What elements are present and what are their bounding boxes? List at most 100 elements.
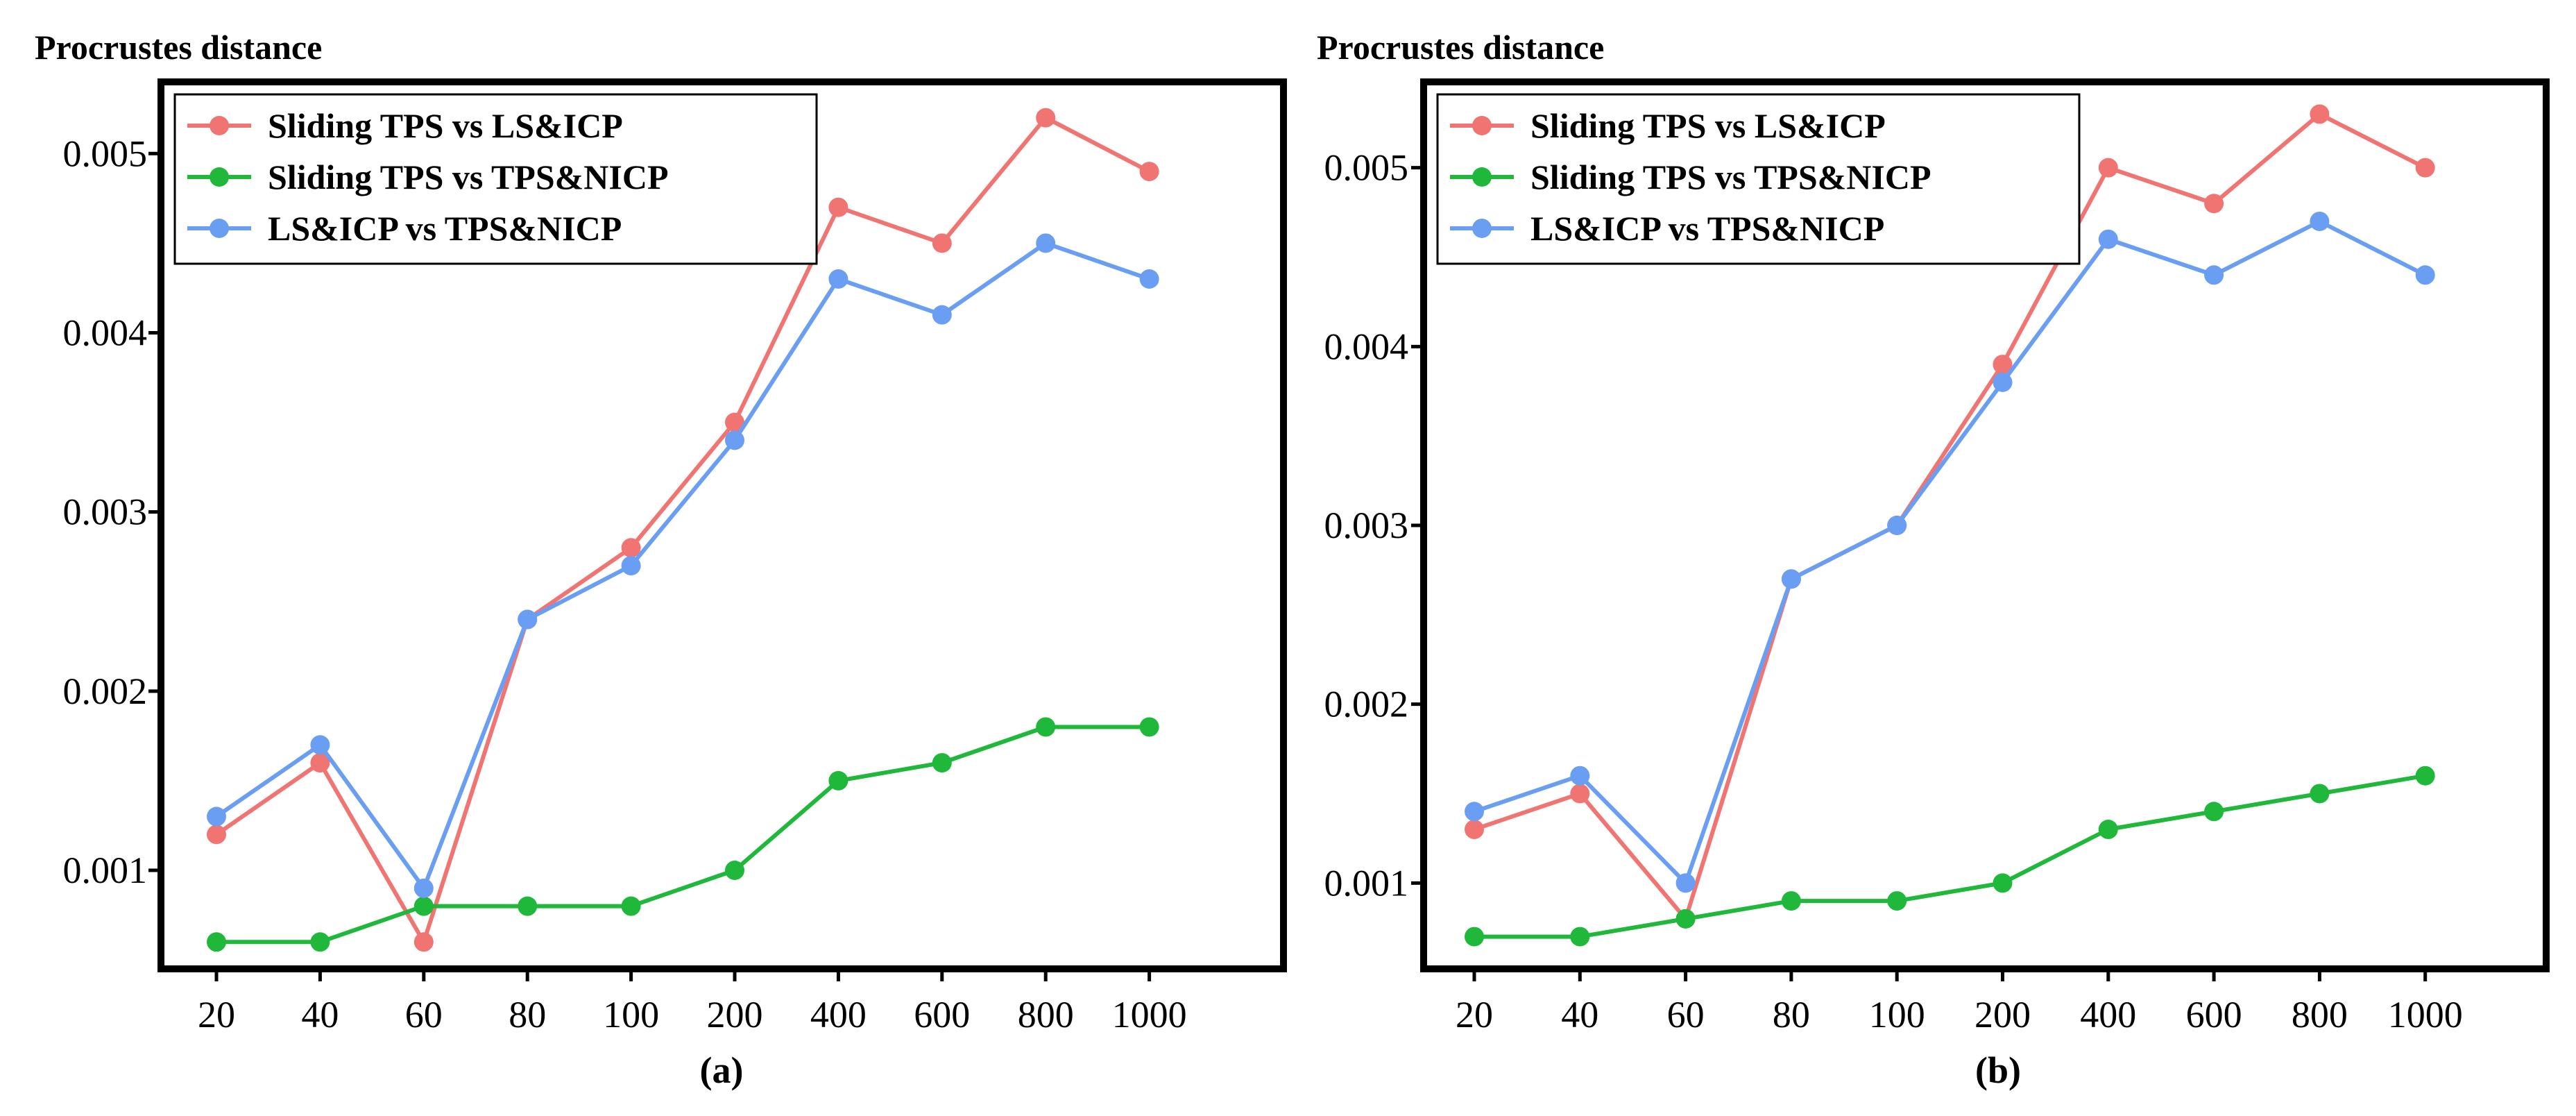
data-point-series-2: [1993, 873, 2013, 893]
legend-marker: [1472, 167, 1492, 187]
x-tick-label: 1000: [2388, 994, 2463, 1035]
data-point-series-1: [1570, 784, 1590, 804]
x-tick-label: 600: [2186, 994, 2242, 1035]
data-point-series-3: [2098, 229, 2118, 249]
legend-marker: [210, 167, 229, 187]
data-point-series-3: [2310, 211, 2330, 231]
data-point-series-1: [2310, 104, 2330, 124]
x-tick-label: 600: [914, 994, 970, 1035]
data-point-series-3: [413, 878, 434, 898]
series-line-1: [215, 115, 1150, 945]
y-axis: 0.001 0.002 0.003 0.004 0.005: [63, 133, 161, 891]
data-point-series-3: [1036, 233, 1056, 253]
data-point-series-1: [2204, 194, 2224, 214]
x-tick-label: 800: [1018, 994, 1074, 1035]
series-line-3: [215, 241, 1150, 890]
legend-label: Sliding TPS vs TPS&NICP: [268, 158, 669, 196]
data-point-series-1: [725, 412, 744, 432]
x-tick-label: 200: [1974, 994, 2031, 1035]
data-point-series-2: [2415, 766, 2435, 786]
x-tick-label: 40: [1561, 994, 1598, 1035]
data-point-series-1: [413, 932, 434, 952]
data-point-series-1: [621, 538, 641, 558]
legend-marker: [1472, 219, 1492, 238]
data-point-series-1: [1465, 820, 1484, 840]
x-tick-label: 60: [405, 994, 443, 1035]
legend-label: Sliding TPS vs LS&ICP: [268, 106, 623, 145]
y-tick-label: 0.003: [63, 491, 148, 533]
y-axis-title: Procrustes distance: [1317, 28, 1604, 67]
panel-caption: (a): [700, 1049, 744, 1091]
data-point-series-2: [932, 753, 952, 773]
legend-marker: [210, 219, 229, 238]
legend-label: LS&ICP vs TPS&NICP: [268, 209, 622, 248]
data-point-series-3: [1887, 516, 1907, 535]
data-point-series-3: [828, 269, 848, 289]
data-point-series-1: [310, 753, 330, 773]
x-tick-label: 60: [1667, 994, 1705, 1035]
data-point-series-2: [413, 896, 434, 916]
series-line-1: [1474, 112, 2427, 921]
data-point-series-2: [2310, 784, 2330, 804]
x-tick-label: 400: [2080, 994, 2136, 1035]
y-tick-label: 0.004: [1324, 326, 1409, 367]
data-point-series-2: [207, 932, 226, 952]
plot-frame: [157, 78, 1287, 972]
data-point-series-2: [828, 770, 848, 790]
series-layer: [1465, 104, 2435, 947]
x-tick-label: 100: [603, 994, 659, 1035]
chart-panel-b: Procrustes distance 0.001 0.002 0.003 0.004…: [1317, 28, 2550, 1091]
data-point-series-3: [1570, 766, 1590, 786]
data-point-series-3: [207, 806, 226, 827]
data-point-series-1: [207, 825, 226, 845]
x-tick-label: 200: [707, 994, 763, 1035]
x-tick-label: 20: [198, 994, 235, 1035]
x-tick-label: 20: [1456, 994, 1493, 1035]
legend-label: Sliding TPS vs LS&ICP: [1530, 106, 1886, 145]
legend-label: Sliding TPS vs TPS&NICP: [1530, 158, 1931, 196]
series-line-2: [216, 725, 1150, 945]
data-point-series-2: [1887, 891, 1907, 911]
legend-items: Sliding TPS vs LS&ICP Sliding TPS vs TPS&…: [187, 106, 669, 248]
data-point-series-3: [518, 609, 538, 629]
legend: Sliding TPS vs LS&ICP Sliding TPS vs TPS&…: [1436, 93, 2081, 265]
y-axis: 0.001 0.002 0.003 0.004 0.005: [1324, 147, 1424, 904]
x-tick-label: 80: [509, 994, 546, 1035]
x-tick-label: 1000: [1112, 994, 1187, 1035]
legend-items: Sliding TPS vs LS&ICP Sliding TPS vs TPS&…: [1450, 106, 1931, 248]
legend-label: LS&ICP vs TPS&NICP: [1530, 209, 1884, 248]
x-tick-label: 40: [301, 994, 339, 1035]
x-tick-label: 800: [2292, 994, 2348, 1035]
x-axis: 20 40 60 80 100 200 400 600 800 1000: [1456, 969, 2463, 1035]
data-point-series-2: [310, 932, 330, 952]
x-tick-label: 400: [810, 994, 867, 1035]
series-line-3: [1474, 219, 2427, 886]
data-point-series-2: [621, 896, 641, 916]
y-tick-label: 0.001: [63, 849, 148, 891]
x-tick-label: 80: [1773, 994, 1810, 1035]
data-point-series-3: [310, 735, 330, 755]
data-point-series-2: [1781, 891, 1801, 911]
data-point-series-2: [1675, 908, 1696, 929]
series-layer: [207, 108, 1159, 952]
data-point-series-2: [1465, 927, 1484, 947]
y-tick-label: 0.004: [63, 312, 148, 353]
data-point-series-3: [1139, 269, 1159, 289]
data-point-series-3: [2415, 265, 2435, 285]
data-point-series-3: [1993, 372, 2013, 392]
data-point-series-2: [518, 896, 538, 916]
data-point-series-2: [1036, 717, 1056, 737]
data-point-series-2: [1570, 927, 1590, 947]
y-tick-label: 0.005: [1324, 147, 1409, 189]
data-point-series-2: [1139, 717, 1159, 737]
data-point-series-2: [2098, 820, 2118, 840]
data-point-series-1: [1139, 162, 1159, 182]
data-point-series-3: [1781, 569, 1801, 589]
data-point-series-3: [1465, 802, 1484, 822]
legend-box: [173, 93, 818, 265]
data-point-series-2: [725, 861, 744, 880]
data-point-series-1: [1036, 108, 1056, 128]
data-point-series-3: [725, 430, 744, 450]
data-point-series-2: [2204, 802, 2224, 822]
